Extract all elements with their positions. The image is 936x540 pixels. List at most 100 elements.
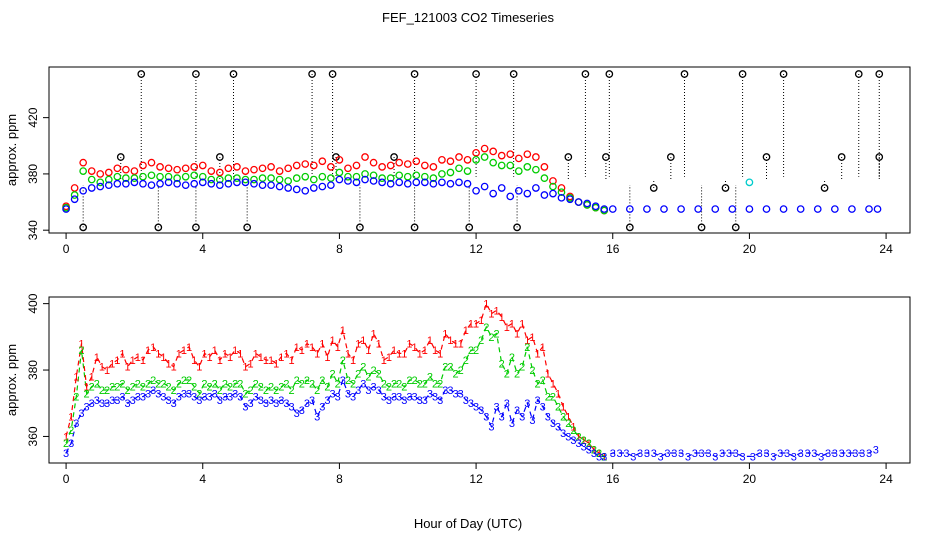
- top-point-series-1: [267, 163, 275, 171]
- top-point-series-1: [344, 164, 352, 173]
- bottom-point-series-2: 2: [186, 375, 192, 387]
- top-point-series-1: [173, 165, 181, 174]
- bottom-point-series-3: 3: [289, 402, 295, 414]
- bottom-point-series-2: 2: [84, 388, 90, 400]
- bottom-point-series-2: 2: [540, 375, 546, 387]
- bottom-point-series-3: 3: [130, 395, 136, 407]
- bottom-point-series-3: 3: [355, 385, 361, 397]
- bottom-point-series-1: 1: [555, 388, 561, 400]
- top-point-series-range: [854, 70, 863, 78]
- bottom-point-series-3: 3: [514, 405, 520, 417]
- bottom-point-series-1: 1: [386, 352, 392, 364]
- top-point-series-3: [796, 205, 805, 213]
- top-point-series-3: [762, 205, 771, 213]
- bottom-point-series-1: 1: [278, 352, 284, 364]
- bottom-point-series-3: 3: [576, 438, 582, 450]
- top-point-series-3: [677, 205, 685, 213]
- bottom-point-series-1: 1: [601, 451, 607, 463]
- top-point-series-1: [523, 150, 532, 159]
- bottom-x-tick-label: 16: [606, 472, 620, 486]
- bottom-point-series-2: 2: [242, 388, 248, 400]
- bottom-point-series-2: 2: [171, 385, 177, 397]
- bottom-point-series-2: 2: [355, 368, 361, 380]
- bottom-point-series-2: 2: [68, 425, 74, 437]
- bottom-point-series-1: 1: [324, 352, 330, 364]
- bottom-point-series-3: 3: [386, 395, 392, 407]
- bottom-point-series-3: 3: [705, 448, 711, 460]
- top-point-series-3: [728, 205, 737, 213]
- bottom-point-series-3: 3: [499, 412, 505, 424]
- bottom-plot-frame: [48, 296, 911, 464]
- bottom-point-series-3: 3: [135, 392, 141, 404]
- top-point-series-2: [241, 175, 250, 184]
- bottom-point-series-1: 1: [222, 348, 228, 360]
- bottom-point-series-1: 1: [504, 322, 510, 334]
- bottom-point-series-1: 1: [130, 355, 136, 367]
- bottom-point-series-2: 2: [135, 378, 141, 390]
- bottom-point-series-1: 1: [191, 355, 197, 367]
- bottom-point-series-2: 2: [391, 378, 397, 390]
- top-point-series-1: [429, 163, 438, 171]
- top-point-series-2: [79, 167, 88, 175]
- top-point-series-range: [509, 70, 518, 78]
- bottom-point-series-3: 3: [340, 375, 346, 387]
- top-point-series-3: [130, 178, 139, 187]
- top-point-series-1: [403, 160, 412, 168]
- bottom-point-series-3: 3: [335, 392, 341, 404]
- bottom-point-series-1: 1: [78, 338, 84, 350]
- bottom-point-series-3: 3: [104, 398, 110, 410]
- bottom-point-series-1: 1: [89, 372, 95, 384]
- bottom-point-series-2: 2: [109, 382, 115, 394]
- bottom-point-series-2: 2: [114, 382, 120, 394]
- bottom-point-series-3: 3: [750, 451, 756, 463]
- top-y-tick-label: 420: [26, 107, 40, 127]
- top-point-series-1: [412, 157, 421, 166]
- bottom-point-series-2: 2: [432, 378, 438, 390]
- bottom-point-series-1: 1: [468, 319, 474, 331]
- bottom-point-series-2: 2: [166, 382, 172, 394]
- bottom-point-series-2: 2: [258, 382, 264, 394]
- top-point-series-3: [489, 189, 498, 198]
- top-point-series-3: [70, 195, 79, 204]
- bottom-point-series-3: 3: [726, 448, 732, 460]
- bottom-point-series-3: 3: [565, 431, 571, 443]
- top-point-series-3: [591, 202, 600, 211]
- bottom-point-series-3: 3: [376, 385, 382, 397]
- top-x-axis: 0 4 8 12 16 20 24: [63, 233, 893, 256]
- top-point-series-3: [583, 199, 591, 208]
- bottom-point-series-1: 1: [140, 355, 146, 367]
- top-point-series-3: [369, 177, 378, 185]
- top-point-series-1: [352, 161, 361, 170]
- bottom-point-series-1: 1: [596, 448, 602, 460]
- top-point-series-2: [87, 175, 96, 184]
- bottom-point-series-3: 3: [524, 398, 530, 410]
- top-point-series-3: [514, 186, 523, 195]
- top-point-series-1: [250, 165, 258, 174]
- bottom-point-series-1: 1: [422, 345, 428, 357]
- top-point-series-2: [497, 161, 506, 170]
- top-point-series-2: [369, 171, 378, 180]
- top-x-tick-label: 4: [199, 242, 206, 256]
- bottom-point-series-3: 3: [68, 438, 74, 450]
- bottom-point-series-1: 1: [550, 378, 556, 390]
- bottom-point-series-1: 1: [560, 402, 566, 414]
- bottom-point-series-3: 3: [591, 448, 597, 460]
- top-panel-scatter: 0 4 8 12 16 20 24 340 380 420 approx. ppm: [4, 66, 911, 256]
- bottom-point-series-3: 3: [671, 448, 677, 460]
- top-point-series-3: [181, 181, 190, 190]
- bottom-point-series-2: 2: [217, 385, 223, 397]
- top-point-series-2: [215, 175, 224, 184]
- bottom-point-series-2: 2: [324, 382, 330, 394]
- bottom-point-series-3: 3: [371, 382, 377, 394]
- bottom-point-series-3: 3: [427, 388, 433, 400]
- bottom-point-series-3: 3: [712, 451, 718, 463]
- top-point-series-2: [420, 172, 429, 181]
- bottom-point-series-1: 1: [535, 348, 541, 360]
- bottom-series-lines: [65, 302, 877, 458]
- bottom-point-series-3: 3: [570, 435, 576, 447]
- top-point-series-3: [549, 189, 557, 198]
- top-point-series-3: [532, 184, 540, 192]
- figure-title: FEF_121003 CO2 Timeseries: [382, 10, 554, 25]
- bottom-point-series-3: 3: [432, 392, 438, 404]
- top-point-series-3: [779, 205, 788, 213]
